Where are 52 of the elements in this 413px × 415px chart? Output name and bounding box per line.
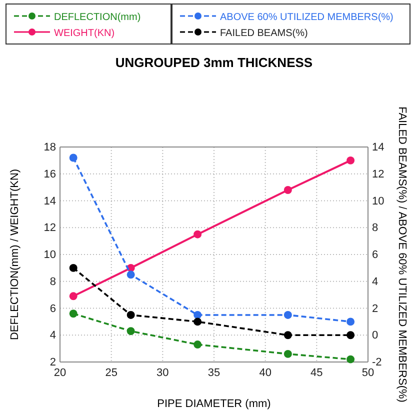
point	[346, 355, 355, 364]
y2-tick-label: 12	[372, 168, 384, 180]
legend-label: DEFLECTION(mm)	[54, 12, 141, 23]
y2-tick-label: 10	[372, 195, 384, 208]
y-axis-title: DEFLECTION(mm) / WEIGHT(KN)	[9, 168, 21, 340]
y-tick-label: 4	[50, 330, 56, 342]
point	[346, 156, 355, 164]
point	[194, 230, 202, 238]
x-tick-label: 45	[310, 366, 323, 379]
legend-label: ABOVE 60% UTILIZED MEMBERS(%)	[220, 12, 394, 23]
x-axis-title: PIPE DIAMETER (mm)	[157, 398, 271, 410]
point	[69, 310, 78, 318]
y2-axis-title: FAILED BEAMS(%) / ABOVE 60% UTILIZED MEMBERS(%)	[396, 106, 408, 402]
x-tick-label: 35	[208, 366, 220, 379]
y-tick-label: 14	[44, 195, 56, 208]
y-tick-label: 8	[50, 276, 56, 288]
point	[284, 186, 292, 194]
point	[194, 318, 202, 326]
point	[194, 310, 202, 319]
x-tick-label: 40	[259, 366, 272, 379]
y2-tick-label: 8	[372, 222, 378, 234]
y2-tick-label: 6	[372, 249, 378, 262]
y2-tick-label: 4	[372, 276, 378, 288]
legend-label: FAILED BEAMS(%)	[220, 28, 308, 39]
y-tick-label: 12	[44, 222, 56, 234]
y-tick-label: 10	[44, 249, 56, 262]
y2-tick-label: 2	[372, 302, 378, 315]
y-tick-label: 16	[44, 168, 56, 180]
point	[284, 331, 292, 340]
x-tick-label: 30	[156, 366, 169, 379]
y2-tick-label: 0	[372, 330, 378, 342]
y2-tick-label: 14	[372, 142, 384, 154]
point	[126, 327, 135, 336]
point	[126, 310, 135, 319]
y-tick-label: 18	[44, 142, 56, 154]
point	[194, 340, 202, 349]
point	[126, 270, 135, 279]
y-tick-label: 6	[50, 302, 56, 315]
point	[346, 318, 355, 326]
chart-title: UNGROUPED 3mm THICKNESS	[115, 55, 313, 70]
point	[69, 292, 78, 300]
point	[284, 350, 292, 358]
point	[69, 154, 78, 162]
legend-label: WEIGHT(KN)	[54, 28, 115, 39]
y2-tick-label: -2	[372, 356, 382, 369]
point	[346, 331, 355, 340]
x-tick-label: 25	[105, 366, 118, 379]
point	[284, 310, 292, 319]
x-tick-label: 50	[362, 366, 374, 379]
y-tick-label: 2	[50, 356, 56, 369]
x-tick-label: 20	[54, 366, 66, 379]
point	[69, 264, 78, 272]
